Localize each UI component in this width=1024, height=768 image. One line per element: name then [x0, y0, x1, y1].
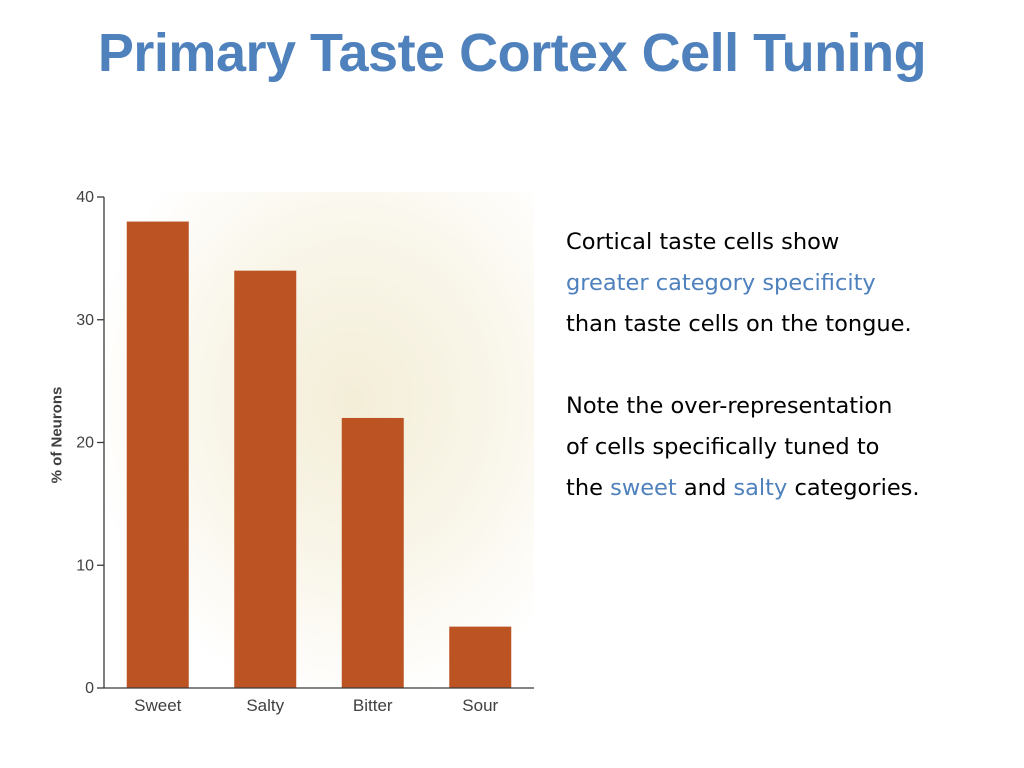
y-tick-label: 30 — [76, 312, 94, 329]
x-tick-label: Bitter — [353, 696, 393, 715]
description-text: Cortical taste cells show greater catego… — [566, 222, 1006, 509]
x-tick-label: Salty — [246, 696, 284, 715]
highlight-sweet: sweet — [610, 475, 677, 501]
text-word: the — [566, 475, 603, 501]
bar-sweet — [126, 221, 189, 689]
text-line: than taste cells on the tongue. — [566, 311, 912, 337]
slide-title: Primary Taste Cortex Cell Tuning — [97, 23, 927, 83]
highlight-salty: salty — [733, 475, 788, 501]
highlight-specificity: greater category specificity — [566, 270, 876, 296]
bar-bitter — [341, 417, 404, 688]
x-tick-label: Sour — [462, 696, 498, 715]
paragraph-overrepresentation: Note the over-representation of cells sp… — [566, 386, 1006, 509]
bar-chart: Sweet Salty Bitter Sour 0 10 20 30 40 — [0, 170, 560, 730]
y-axis-label: % of Neurons — [48, 386, 66, 484]
bar-salty — [234, 270, 297, 688]
text-line: Note the over-representation — [566, 393, 893, 419]
y-tick-label: 0 — [85, 680, 94, 697]
text-line: Cortical taste cells show — [566, 229, 840, 255]
text-word: and — [683, 475, 727, 501]
text-line: of cells specifically tuned to — [566, 434, 880, 460]
y-tick-label: 20 — [76, 435, 94, 452]
x-tick-label: Sweet — [134, 696, 182, 715]
y-tick-label: 40 — [76, 189, 94, 206]
bar-sour — [449, 626, 512, 688]
paragraph-specificity: Cortical taste cells show greater catego… — [566, 222, 1006, 345]
chart-svg: Sweet Salty Bitter Sour 0 10 20 30 40 — [76, 189, 534, 715]
text-word: categories. — [794, 475, 920, 501]
y-tick-label: 10 — [76, 557, 94, 574]
